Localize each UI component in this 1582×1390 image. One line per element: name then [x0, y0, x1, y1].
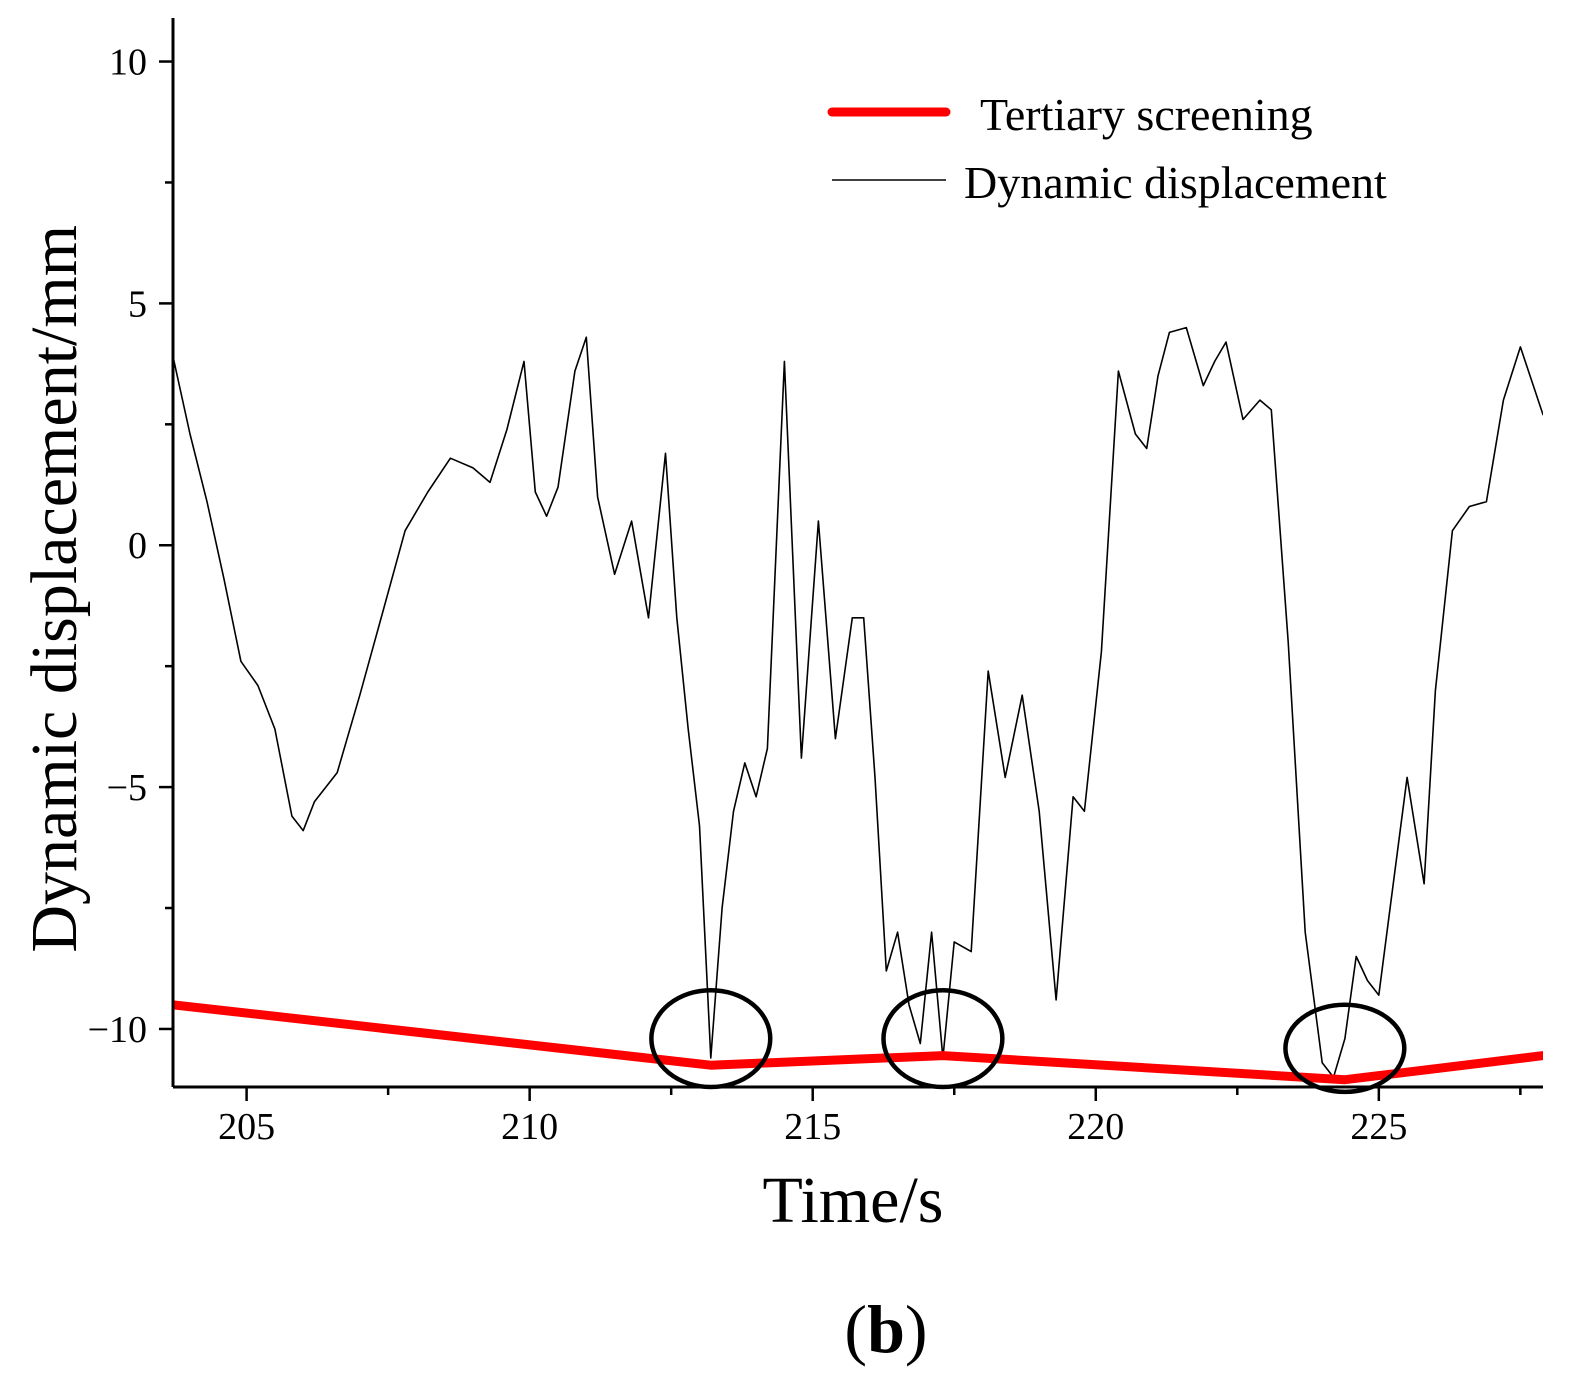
y-axis-title: Dynamic displacement/mm [18, 225, 91, 953]
y-tick-label-10: 10 [109, 42, 147, 84]
y-tick-label--5: −5 [107, 767, 147, 809]
x-tick-label-210: 210 [501, 1106, 558, 1148]
y-tick-label-0: 0 [128, 525, 147, 567]
panel-label: (b) [844, 1291, 927, 1367]
x-axis-title: Time/s [763, 1164, 944, 1237]
plot-area [173, 326, 1543, 1095]
x-tick-label-205: 205 [218, 1106, 275, 1148]
annotation-circle-3 [1283, 1002, 1407, 1095]
annotation-circle-1 [649, 988, 773, 1090]
legend: Tertiary screening Dynamic displacement [827, 89, 1387, 208]
axes: 205 210 215 220 225 −10 −5 0 5 10 [88, 18, 1543, 1148]
x-tick-label-220: 220 [1067, 1106, 1124, 1148]
legend-label-dynamic-displacement: Dynamic displacement [964, 157, 1387, 208]
series-line-dynamic-displacement [173, 326, 1543, 1079]
series-line-tertiary-screening [173, 1000, 1543, 1085]
annotation-circle-2 [881, 988, 1005, 1090]
x-tick-label-215: 215 [784, 1106, 841, 1148]
x-tick-label-225: 225 [1350, 1106, 1407, 1148]
y-tick-label--10: −10 [88, 1009, 147, 1051]
legend-label-tertiary-screening: Tertiary screening [980, 89, 1313, 140]
y-tick-label-5: 5 [128, 283, 147, 325]
